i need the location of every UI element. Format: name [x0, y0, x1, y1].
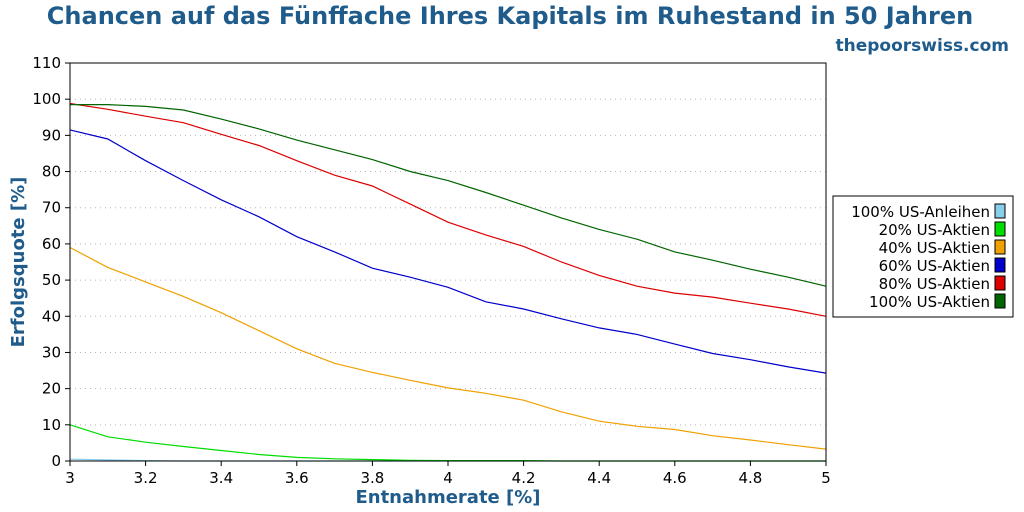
y-axis-title: Erfolgsquote [%] — [8, 177, 29, 348]
y-tick-label: 40 — [42, 307, 61, 325]
series-lines — [69, 102, 827, 462]
y-tick-label: 80 — [42, 163, 61, 181]
x-tick-label: 4.6 — [663, 469, 687, 487]
x-tick-label: 3 — [65, 469, 75, 487]
legend-label: 100% US-Aktien — [869, 293, 990, 311]
x-tick-label: 3.8 — [360, 469, 384, 487]
x-tick-label: 4.4 — [587, 469, 611, 487]
legend-swatch — [994, 203, 1006, 219]
series-line-6 — [70, 103, 827, 287]
legend-label: 20% US-Aktien — [879, 221, 990, 239]
x-tick-label: 5 — [821, 469, 831, 487]
legend-label: 80% US-Aktien — [879, 275, 990, 293]
series-line-4 — [69, 129, 827, 374]
y-tick-label: 20 — [42, 380, 61, 398]
y-tick-label: 10 — [42, 416, 61, 434]
source-label: thepoorswiss.com — [836, 36, 1010, 56]
legend-label: 60% US-Aktien — [879, 257, 990, 275]
y-tick-label: 110 — [32, 54, 61, 72]
grid — [70, 98, 826, 426]
legend-swatch — [994, 221, 1006, 237]
series-line-5 — [69, 102, 827, 317]
y-tick-label: 100 — [32, 90, 61, 108]
legend-swatch — [994, 257, 1006, 273]
y-tick-label: 90 — [42, 126, 61, 144]
legend-swatch — [994, 293, 1006, 309]
x-tick-label: 4 — [443, 469, 453, 487]
legend-label: 40% US-Aktien — [879, 239, 990, 257]
legend-swatch — [994, 239, 1006, 255]
series-line-2 — [69, 424, 826, 462]
series-line-3 — [69, 246, 827, 450]
y-tick-label: 0 — [51, 452, 61, 470]
y-tick-label: 70 — [42, 199, 61, 217]
x-tick-label: 3.4 — [209, 469, 233, 487]
x-tick-label: 4.8 — [738, 469, 762, 487]
x-tick-label: 4.2 — [512, 469, 536, 487]
y-tick-label: 30 — [42, 343, 61, 361]
legend-box — [832, 195, 1014, 318]
y-tick-label: 60 — [42, 235, 61, 253]
x-axis-title: Entnahmerate [%] — [355, 487, 540, 508]
legend-swatch — [994, 275, 1006, 291]
axes: 0 10 20 30 40 50 60 70 80 90 100 110 3 3.2 3.4 3.6 3.8 4 4… — [32, 54, 830, 487]
legend-label: 100% US-Anleihen — [851, 203, 990, 221]
x-tick-label: 3.6 — [285, 469, 309, 487]
y-tick-label: 50 — [42, 271, 61, 289]
x-tick-label: 3.2 — [134, 469, 158, 487]
chart-title: Chancen auf das Fünffache Ihres Kapitals… — [47, 2, 973, 30]
